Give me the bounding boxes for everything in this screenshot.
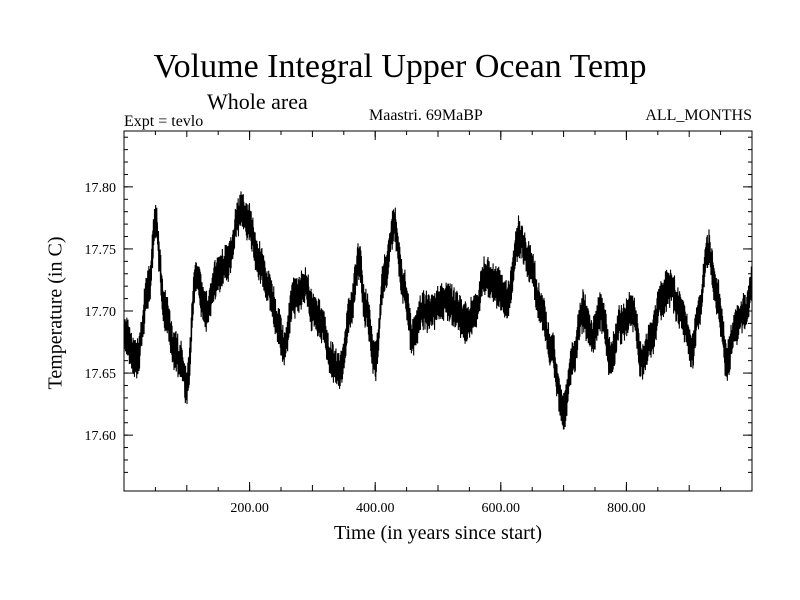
x-tick-label: 600.00 <box>482 501 521 516</box>
model-label: Maastri. 69MaBP <box>369 107 483 124</box>
experiment-label: Expt = tevlo <box>124 113 204 130</box>
x-tick-label: 400.00 <box>356 501 395 516</box>
y-tick-label: 17.80 <box>85 181 117 196</box>
series-line <box>123 191 753 430</box>
y-tick-label: 17.65 <box>85 367 117 382</box>
chart-title: Volume Integral Upper Ocean Temp <box>153 48 647 85</box>
x-tick-label: 800.00 <box>607 501 646 516</box>
y-tick-label: 17.60 <box>85 429 117 444</box>
y-tick-label: 17.75 <box>85 243 117 258</box>
x-tick-label: 200.00 <box>230 501 269 516</box>
y-tick-label: 17.70 <box>85 305 117 320</box>
chart-subtitle: Whole area <box>207 89 308 114</box>
x-axis-label: Time (in years since start) <box>333 522 543 544</box>
period-label: ALL_MONTHS <box>645 107 752 124</box>
